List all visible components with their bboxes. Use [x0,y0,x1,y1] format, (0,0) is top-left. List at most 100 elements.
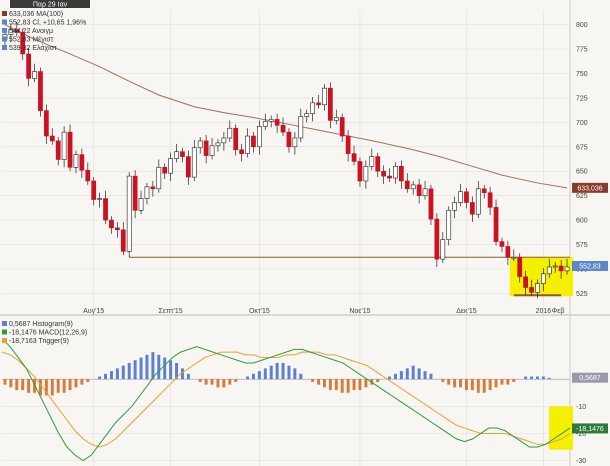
candle-body [61,131,67,160]
candle-body [292,137,298,148]
candle-body [541,273,546,284]
candle-body [268,119,274,122]
macd-panel [1,338,571,462]
candle-body [79,154,85,171]
date-tooltip: Παρ 29 Ιαν [10,0,90,9]
legend-swatch [2,338,7,343]
price-tick-label: 725 [576,95,588,102]
candle-body [26,53,31,79]
candle-body [493,207,499,242]
candle-body [97,198,102,200]
candle-body [517,256,523,278]
candle-body [399,166,404,182]
x-tick-label: 2016 [536,308,552,315]
candle-body [150,186,156,190]
candle-body [446,209,452,240]
candle-body [221,137,227,144]
price-tick-label: 625 [576,193,588,200]
candle-body [505,246,511,258]
candle-body [333,117,339,121]
candle-body [363,166,369,182]
legend-entry: -18,7163 Trigger(9) [9,338,69,345]
candle-body [209,145,215,156]
legend-swatch [2,321,7,326]
price-tick-label: 675 [576,144,588,151]
candle-body [375,156,381,172]
macd-tick-label: -20 [576,431,586,438]
candle-body [304,113,310,117]
candle-body [434,218,440,260]
candle-body [120,229,126,252]
candle-body [499,241,505,247]
candle-body [132,175,138,211]
candle-body [67,131,73,168]
legend-entry: -18,1476 MACD(12,26,9) [9,330,87,337]
legend-entry: 633,036 MA(100) [9,11,63,18]
x-tick-label: Σεπτ'15 [159,308,183,315]
candle-body [464,191,469,203]
macd-tick-label: -10 [576,404,586,411]
candle-body [393,166,398,179]
candle-body [85,169,91,182]
legend-entry: 0,5687 Histogram(9) [9,321,73,328]
candle-body [422,188,428,196]
candle-body [239,149,244,154]
candle-body [416,184,422,196]
candle-body [73,154,79,168]
candle-body [387,175,392,179]
price-tick-label: 700 [576,120,588,127]
candle-body [410,184,416,190]
candle-body [546,266,552,275]
legend-entry: 552,83 Cl, +10,65 1,96% [9,20,86,27]
candle-body [245,135,250,154]
value-badge-ma [572,182,608,193]
candle-body [487,192,493,208]
candle-body [55,140,61,160]
candle-body [458,191,463,203]
candle-body [404,180,410,190]
candle-body [103,198,108,221]
macd-line [1,338,571,462]
candle-body [38,71,43,111]
candle-body [186,156,191,178]
candle-body [115,227,120,231]
candle-body [44,110,49,137]
legend-swatch [2,45,7,50]
candle-body [180,151,185,157]
tooltip-text: Παρ 29 Ιαν [33,2,68,9]
value-badge-macd [572,423,608,434]
candle-body [32,71,37,79]
candle-body [564,266,570,272]
price-tick-label: 600 [576,218,588,225]
candle-body [475,188,481,215]
macd-highlight-box [549,406,574,450]
candle-body [316,102,321,106]
candle-body [191,147,197,178]
legend-swatch [2,28,7,33]
value-badge-hist [572,372,608,383]
candle-body [357,161,363,182]
candle-body [310,102,315,114]
value-badge-hist-text: 0,5687 [579,375,601,382]
candle-body [227,127,233,139]
candle-body [440,239,446,260]
candle-body [274,119,280,126]
candle-body [481,188,487,194]
price-tick-label: 575 [576,242,588,249]
price-panel [2,21,570,299]
candle-body [14,29,20,33]
candle-body [215,142,221,147]
candle-body [535,283,540,293]
legend-swatch [2,19,7,25]
value-badge-macd-text: -18,1476 [576,426,604,433]
candle-body [558,265,564,272]
value-badges: 633,036 552,83 0,5687 -18,1476 [572,182,608,434]
ma100-line [4,24,568,189]
candle-body [351,153,357,162]
legend-swatch [2,11,7,16]
candle-body [8,29,14,35]
price-tick-label: 775 [576,47,588,54]
candle-body [286,131,292,148]
